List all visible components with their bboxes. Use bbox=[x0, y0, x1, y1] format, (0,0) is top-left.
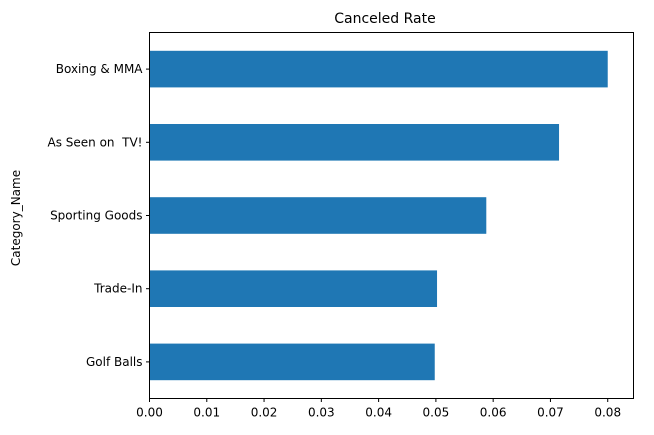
bar bbox=[149, 270, 438, 307]
x-tick-label: 0.00 bbox=[136, 406, 163, 420]
x-tick-label: 0.04 bbox=[365, 406, 392, 420]
x-tick-label: 0.08 bbox=[594, 406, 621, 420]
bars-group bbox=[149, 50, 608, 381]
bar bbox=[149, 343, 435, 381]
bar bbox=[149, 124, 560, 161]
x-axis: 0.00 0.01 0.02 0.03 0.04 0.05 0.06 0.07 0.08 bbox=[136, 398, 621, 420]
x-tick-label: 0.06 bbox=[480, 406, 507, 420]
bar bbox=[149, 50, 608, 88]
x-tick-label: 0.02 bbox=[251, 406, 278, 420]
x-tick-label: 0.03 bbox=[308, 406, 335, 420]
chart-title: Canceled Rate bbox=[334, 11, 435, 27]
x-tick-label: 0.01 bbox=[193, 406, 220, 420]
y-tick-label: Golf Balls bbox=[86, 355, 143, 369]
x-tick-label: 0.07 bbox=[537, 406, 564, 420]
x-tick-label: 0.05 bbox=[423, 406, 450, 420]
y-tick-label: Trade-In bbox=[93, 282, 142, 296]
y-axis: Golf Balls Trade-In Sporting Goods As Seen … bbox=[47, 62, 150, 369]
y-axis-title: Category_Name bbox=[9, 170, 23, 266]
y-tick-label: As Seen on TV! bbox=[47, 135, 142, 149]
bar bbox=[149, 197, 487, 234]
y-tick-label: Boxing & MMA bbox=[56, 62, 144, 76]
y-tick-label: Sporting Goods bbox=[50, 209, 142, 223]
plot-frame bbox=[149, 32, 634, 399]
